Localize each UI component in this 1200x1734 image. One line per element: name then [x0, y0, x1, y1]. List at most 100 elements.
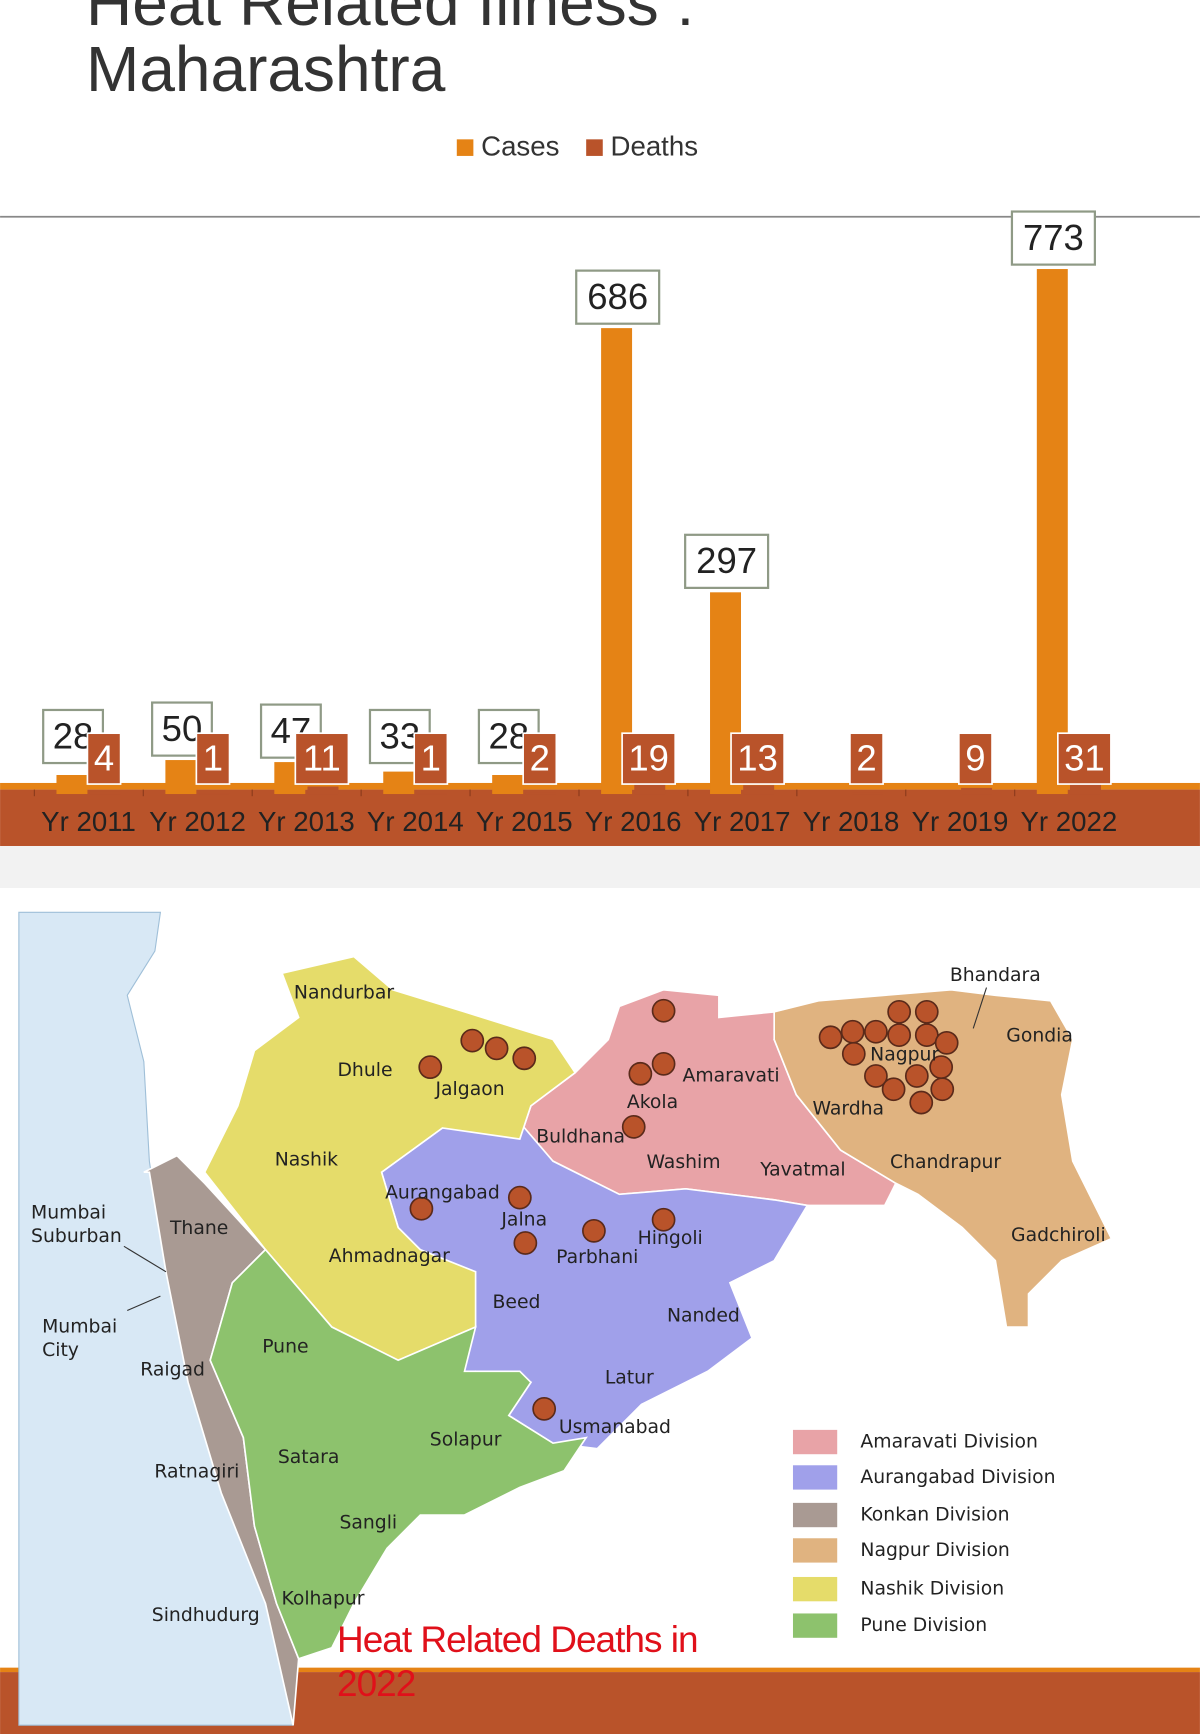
cases-label: 686: [587, 276, 648, 317]
map-legend-label: Konkan Division: [860, 1505, 1009, 1526]
district-label: Amaravati: [682, 1066, 779, 1087]
deaths-label: 1: [421, 737, 441, 778]
district-label: Jalgaon: [435, 1079, 505, 1100]
death-dot: [621, 1114, 646, 1139]
cases-label: 28: [488, 715, 529, 756]
deaths-label-box: [621, 732, 677, 785]
deaths-bar: [89, 791, 121, 795]
deaths-bar: [743, 785, 775, 795]
x-tick-label: Yr 2016: [585, 806, 682, 837]
district-label: Mumbai City: [42, 1315, 118, 1362]
x-tick-label: Yr 2014: [367, 806, 464, 837]
death-dot: [864, 1064, 888, 1088]
cases-label: 297: [696, 540, 757, 581]
cases-bar: [1036, 269, 1068, 795]
death-dot: [914, 1023, 939, 1047]
deaths-label: 31: [1064, 737, 1105, 778]
district-label: Yavatmal: [759, 1160, 845, 1181]
cases-bar: [383, 771, 415, 795]
death-dot: [887, 1023, 912, 1047]
division-region: [203, 955, 577, 1362]
deaths-label: 19: [628, 737, 669, 778]
cases-label-box: [575, 269, 661, 325]
death-dot: [887, 999, 912, 1024]
chart-title: Heat Related Illness : Maharashtra: [86, 0, 695, 105]
death-dot: [914, 999, 939, 1024]
map-legend-label: Aurangabad Division: [860, 1467, 1055, 1488]
death-dot: [409, 1196, 434, 1221]
deaths-label: 1: [203, 737, 223, 778]
cases-bar: [165, 760, 197, 795]
district-label: Nashik: [275, 1150, 338, 1171]
division-region: [209, 1248, 588, 1660]
district-label: Solapur: [430, 1429, 502, 1450]
map-legend-swatch: [792, 1429, 838, 1455]
district-label: Parbhani: [556, 1247, 638, 1268]
map-legend-swatch: [792, 1502, 838, 1528]
death-dot: [484, 1036, 509, 1061]
district-label: Hingoli: [638, 1228, 703, 1249]
death-dot: [651, 1051, 676, 1076]
legend-swatch: [586, 139, 603, 156]
district-label: Wardha: [812, 1099, 884, 1120]
deaths-label-box: [294, 732, 350, 785]
death-dot: [881, 1077, 906, 1102]
deaths-label-box: [849, 732, 884, 785]
chart-plot: Cases Deaths Yr 2011 Yr 2012 Yr 2013 Yr 2014 Y…: [33, 130, 1118, 837]
deaths-label: 9: [965, 737, 985, 778]
death-dot: [532, 1396, 557, 1421]
map-title: Heat Related Deaths in 2022: [337, 1619, 699, 1704]
death-dot: [582, 1218, 606, 1243]
x-tick-label: Yr 2022: [1021, 806, 1118, 837]
x-tick-label: Yr 2017: [694, 806, 791, 837]
death-dot: [934, 1030, 959, 1055]
deaths-label-box: [195, 732, 231, 785]
leader-line: [972, 987, 988, 1029]
axis-strip: [0, 789, 1200, 846]
x-tick-label: Yr 2018: [803, 806, 900, 837]
deaths-label-box: [730, 732, 785, 785]
bottom-strip-top: [0, 1667, 1200, 1673]
district-label: Washim: [646, 1152, 720, 1173]
death-dot: [651, 1207, 676, 1232]
deaths-label: 2: [856, 737, 876, 778]
district-label: Pune: [262, 1336, 308, 1357]
district-label: Gadchiroli: [1011, 1225, 1106, 1246]
deaths-label-box: [413, 732, 449, 785]
x-tick-label: Yr 2015: [476, 806, 573, 837]
death-dot: [513, 1231, 538, 1255]
deaths-label-box: [958, 732, 993, 785]
death-dot: [460, 1028, 485, 1053]
death-dot: [651, 998, 676, 1023]
death-dot: [628, 1061, 653, 1086]
deaths-label-box: [86, 732, 122, 785]
cases-label: 50: [162, 708, 203, 749]
district-label: Mumbai Suburban: [31, 1202, 122, 1247]
district-label: Gondia: [1006, 1026, 1073, 1047]
deaths-bar: [307, 786, 339, 795]
map-legend-swatch: [792, 1538, 838, 1563]
death-dot: [507, 1185, 532, 1210]
deaths-label: 4: [94, 737, 114, 778]
death-dot: [864, 1019, 888, 1044]
map-legend-swatch: [792, 1613, 838, 1638]
district-label: Chandrapur: [890, 1152, 1001, 1173]
deaths-label: 2: [530, 737, 550, 778]
axis-strip-top: [0, 782, 1200, 790]
district-label: Akola: [627, 1092, 678, 1113]
district-label: Aurangabad: [385, 1183, 500, 1204]
cases-label: 773: [1023, 217, 1084, 258]
map: Nandurbar Dhule Jalgaon Nashik Mumbai Suburb…: [0, 911, 1200, 1734]
deaths-bar: [961, 787, 993, 795]
district-label-text: Mumbai City: [42, 1315, 118, 1362]
district-label: Jalna: [500, 1209, 547, 1230]
x-tick-label: Yr 2012: [149, 806, 246, 837]
map-legend-label: Amaravati Division: [860, 1432, 1037, 1453]
legend-label: Cases: [481, 130, 559, 161]
x-tick-label: Yr 2019: [912, 806, 1009, 837]
district-label: Bhandara: [950, 965, 1041, 986]
death-dot: [818, 1025, 843, 1050]
deaths-bar: [852, 792, 884, 795]
deaths-bar: [525, 792, 557, 795]
